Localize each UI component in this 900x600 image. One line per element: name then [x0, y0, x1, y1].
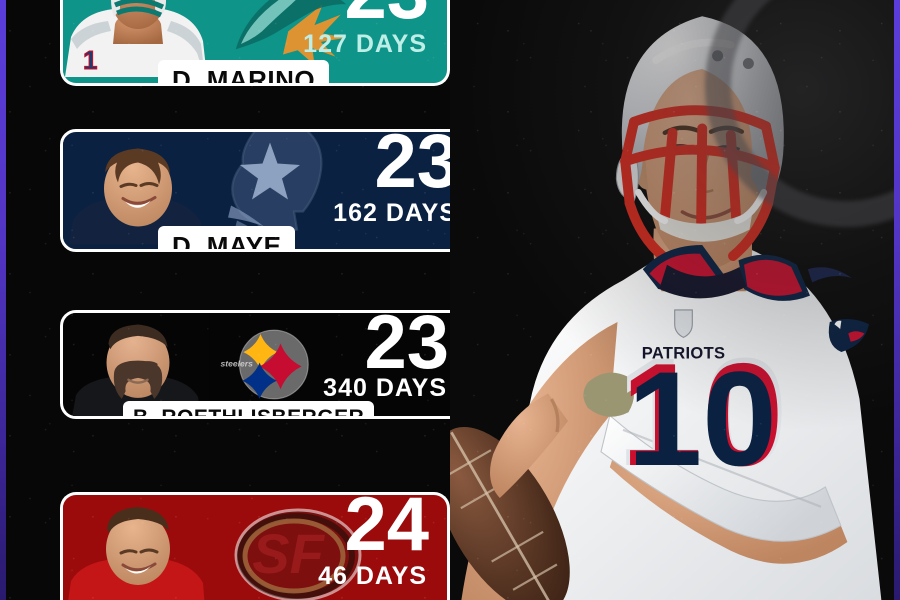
svg-text:steelers: steelers	[220, 358, 253, 368]
svg-text:SF: SF	[252, 522, 325, 585]
svg-text:1: 1	[83, 45, 97, 75]
